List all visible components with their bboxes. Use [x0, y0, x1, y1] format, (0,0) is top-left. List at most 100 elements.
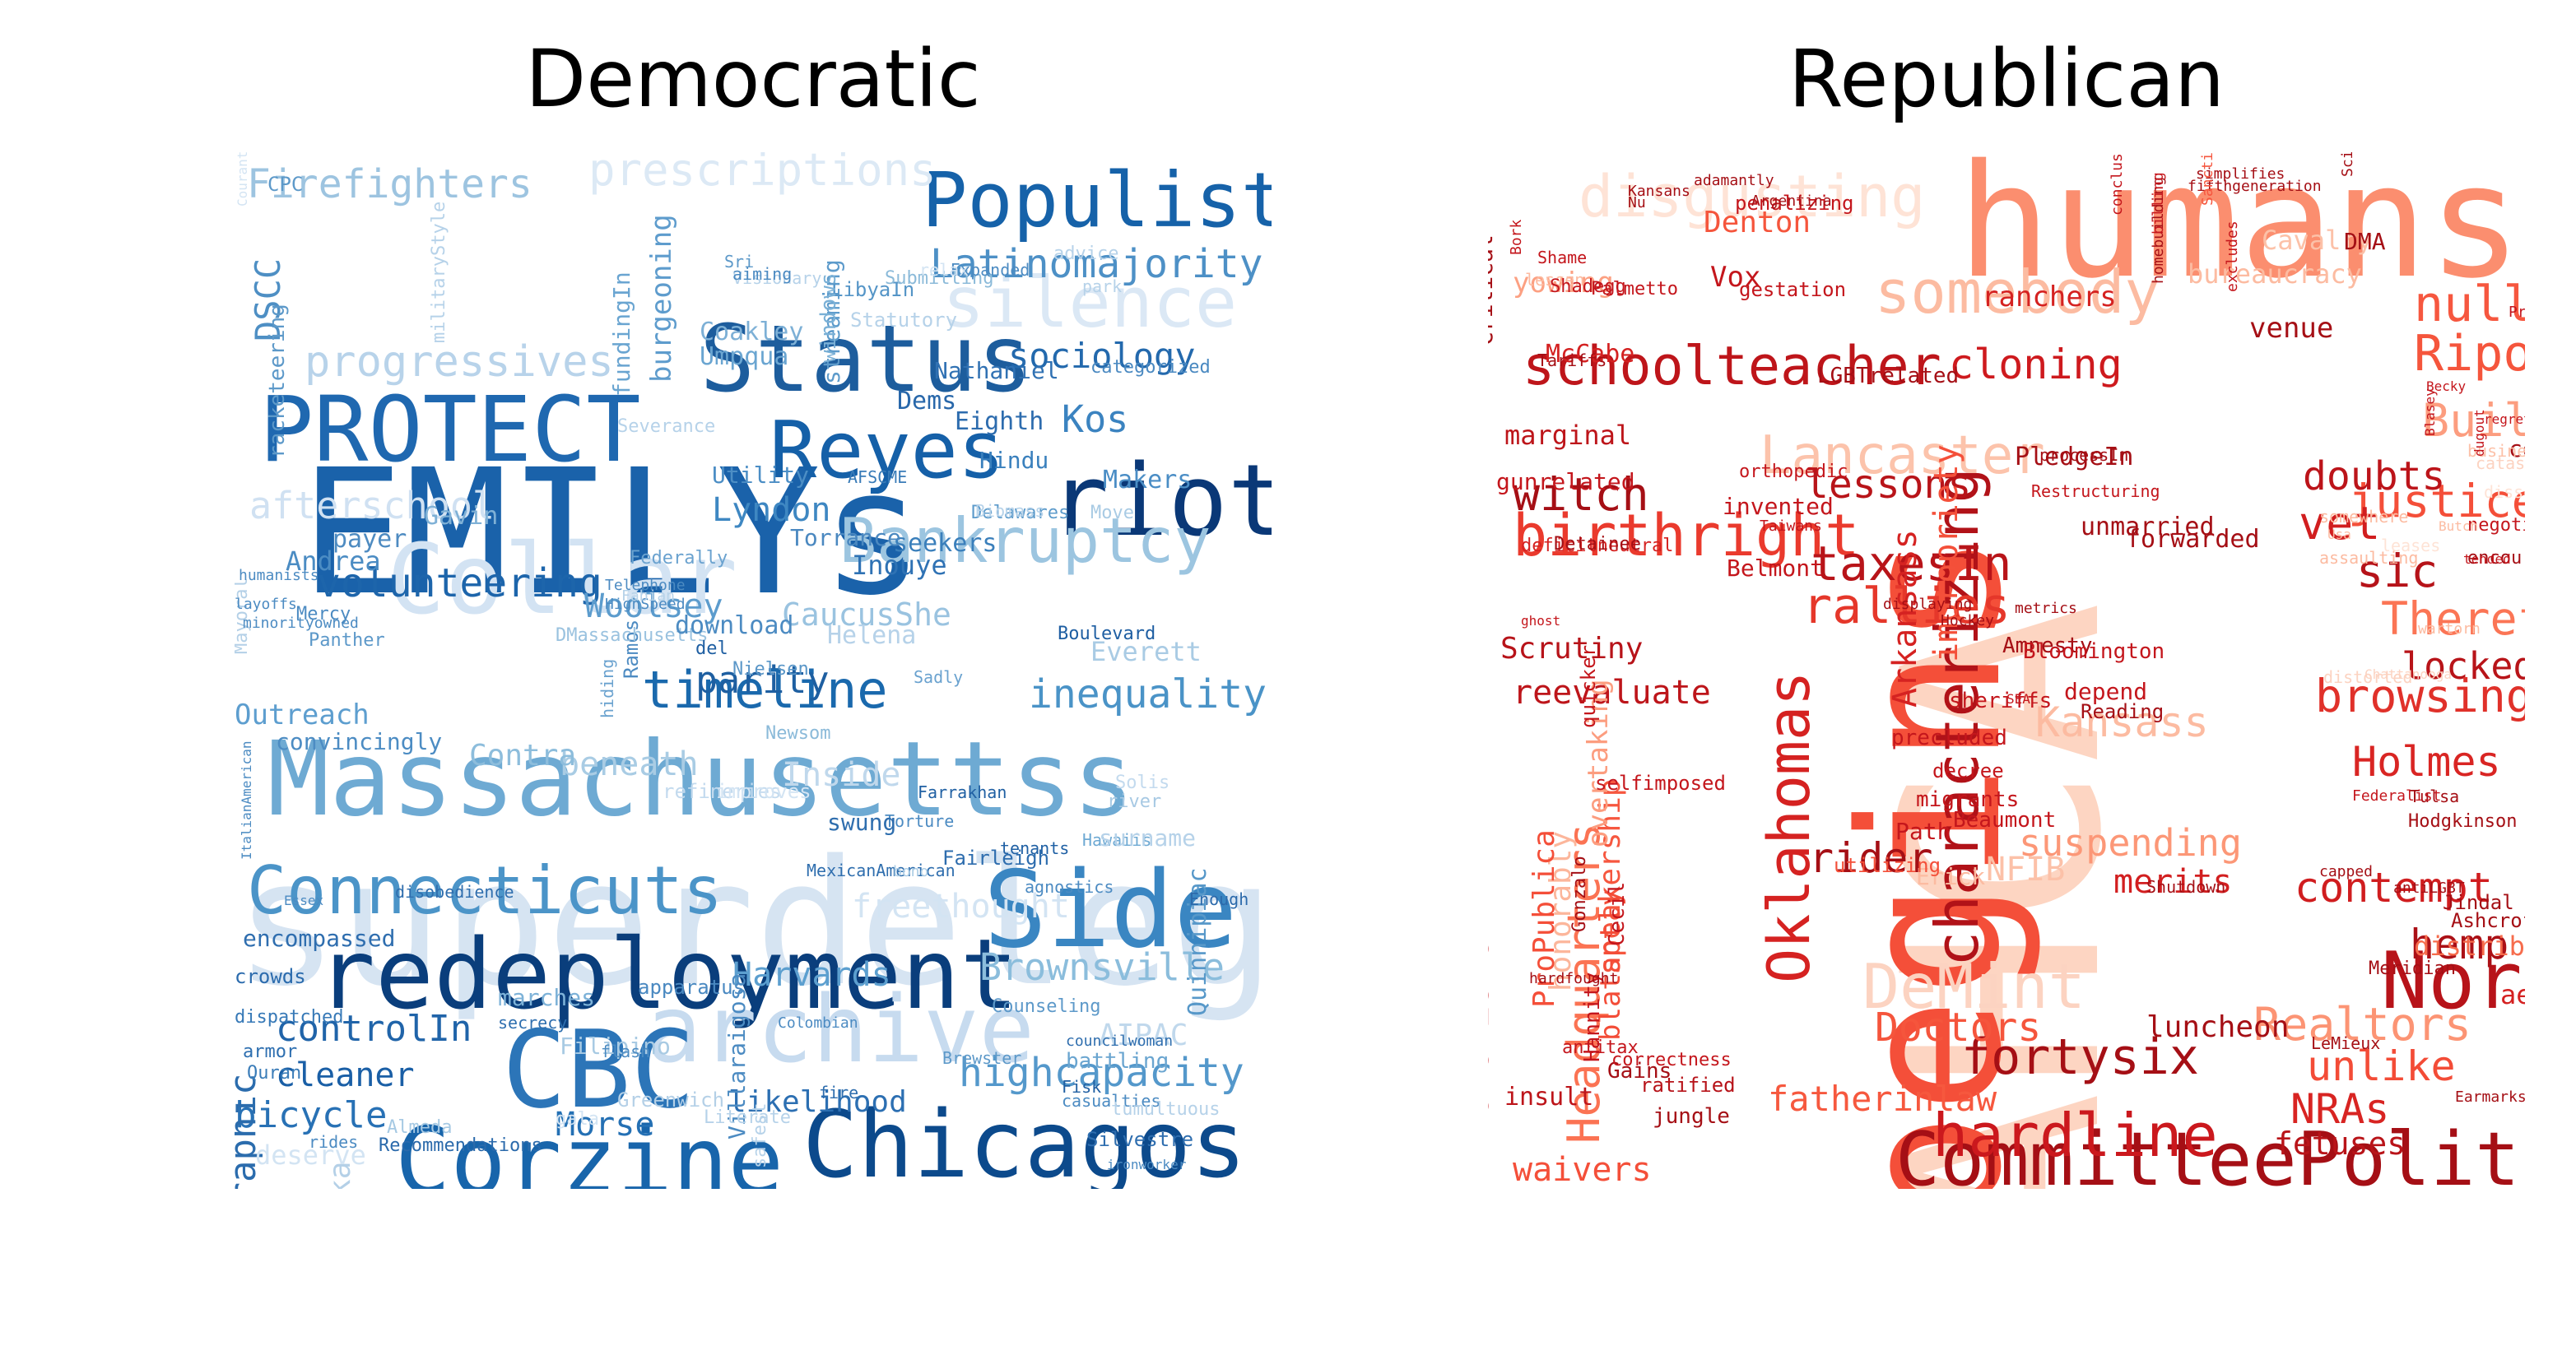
- word-rep-78: forwarded: [2126, 525, 2260, 554]
- word-dem-49: Gavin: [424, 502, 498, 531]
- word-rep-89: utilizing: [1834, 854, 1941, 877]
- word-rep-88: migrants: [1916, 787, 2019, 812]
- word-rep-139: displaying: [1883, 596, 1972, 613]
- word-dem-108: DMassachusetts: [556, 625, 708, 646]
- word-rep-128: sheriffs: [1949, 689, 2052, 713]
- word-rep-134: processIn: [2039, 445, 2128, 465]
- word-rep-99: Shame: [1537, 248, 1587, 267]
- word-rep-97: Detainee: [1554, 534, 1641, 555]
- word-dem-17: silence: [942, 262, 1237, 344]
- word-rep-104: Bork: [1508, 219, 1525, 255]
- word-rep-4: Norquist: [2381, 936, 2525, 1027]
- word-rep-84: Path: [1895, 818, 1951, 845]
- word-dem-88: Fisk: [1062, 1077, 1101, 1097]
- word-dem-67: streaming: [818, 259, 845, 384]
- word-rep-132: orthopedic: [1739, 462, 1848, 482]
- word-dem-131: advice: [1053, 244, 1118, 264]
- word-rep-29: browsing: [2315, 670, 2525, 722]
- word-dem-105: river: [1107, 791, 1161, 812]
- word-dem-126: CPC: [267, 173, 303, 196]
- word-rep-118: leases: [2381, 536, 2440, 555]
- word-rep-145: Argentina: [1751, 193, 1832, 210]
- word-dem-57: Nathaniel: [934, 357, 1059, 384]
- word-dem-22: Latinomajority: [930, 241, 1263, 287]
- word-dem-121: councilwoman: [1066, 1033, 1173, 1050]
- word-rep-69: bureaucracy: [2188, 258, 2362, 290]
- word-dem-41: beneath: [560, 745, 699, 783]
- word-rep-150: billing: [2150, 172, 2167, 234]
- panel-title-republican: Republican: [1788, 33, 2225, 125]
- word-dem-122: Brewster: [942, 1048, 1021, 1068]
- word-dem-70: crowds: [235, 965, 306, 988]
- word-rep-1: begins: [1820, 531, 2044, 1189]
- word-dem-71: dispatched: [235, 1007, 343, 1028]
- word-rep-143: Nu: [1628, 194, 1646, 211]
- word-dem-33: controlIn: [276, 1008, 472, 1050]
- word-rep-146: simplifies: [2196, 165, 2285, 183]
- word-dem-26: Brownsville: [979, 945, 1225, 989]
- word-dem-80: Filipino: [560, 1033, 671, 1060]
- word-dem-60: Everett: [1090, 636, 1202, 667]
- word-dem-1: EMILYs: [300, 432, 925, 634]
- word-dem-36: Morse: [556, 1106, 654, 1144]
- word-rep-56: speakership: [1593, 779, 1627, 975]
- word-dem-150: bono: [893, 863, 928, 880]
- word-dem-54: Utility: [712, 462, 809, 489]
- word-rep-96: deficitneutral: [1521, 536, 1673, 556]
- word-dem-10: Collar: [387, 522, 737, 636]
- word-dem-12: Reyes: [770, 406, 1005, 496]
- word-dem-63: Coakley: [700, 318, 803, 346]
- word-rep-127: precluded: [1891, 726, 2007, 750]
- word-dem-125: tumultuous: [1111, 1099, 1220, 1120]
- word-dem-146: Biomass: [975, 501, 1044, 521]
- word-rep-82: depend: [2064, 678, 2147, 705]
- word-dem-156: safest: [750, 1103, 770, 1168]
- word-dem-99: MexicanAmerican: [807, 861, 956, 880]
- word-dem-55: Dems: [897, 387, 956, 415]
- word-rep-114: negotiator: [2467, 515, 2525, 536]
- word-dem-143: Torture: [885, 811, 954, 831]
- word-dem-62: Helena: [827, 621, 916, 650]
- word-dem-13: PROTECT: [259, 377, 641, 482]
- word-dem-23: highcapacity: [959, 1050, 1244, 1096]
- word-dem-19: prescriptions: [588, 152, 937, 196]
- word-dem-134: militaryStyle: [429, 202, 449, 343]
- word-dem-66: fundingIn: [608, 272, 635, 397]
- word-rep-34: unlike: [2307, 1042, 2456, 1090]
- democratic-word-cloud-canvas: superdelegate EMILYs Massachusettss Chicago…: [235, 152, 1272, 1189]
- word-dem-3: Chicagos: [802, 1092, 1246, 1189]
- word-dem-9: riot: [1049, 444, 1272, 559]
- word-rep-142: Kansans: [1628, 183, 1690, 200]
- word-dem-117: racketeering: [265, 304, 290, 458]
- word-dem-144: hiding: [598, 659, 617, 718]
- word-rep-85: Erick: [1916, 863, 1985, 890]
- word-dem-28: sociology: [1008, 336, 1196, 376]
- word-dem-43: Contra: [469, 739, 576, 773]
- word-dem-85: tenants: [1000, 838, 1069, 858]
- word-dem-160: rides: [309, 1132, 358, 1152]
- word-rep-57: overtaking: [1582, 679, 1615, 847]
- word-rep-125: invented: [1723, 493, 1834, 520]
- word-rep-5: characterizing: [1923, 467, 1992, 967]
- word-dem-123: casualties: [1062, 1091, 1160, 1111]
- word-dem-32: Outreach: [235, 699, 370, 731]
- word-rep-6: somebody: [1875, 258, 2160, 327]
- word-dem-16: Bankruptcy: [839, 504, 1211, 577]
- word-rep-159: Butch: [2439, 518, 2478, 534]
- word-dem-151: Telephone: [605, 577, 686, 594]
- word-dem-25: volunteering: [317, 560, 602, 606]
- word-dem-52: seekers: [893, 529, 997, 558]
- word-dem-40: CaucusShe: [782, 596, 951, 633]
- word-dem-109: del: [695, 638, 728, 659]
- word-dem-158: gala: [556, 1109, 599, 1130]
- word-rep-148: conclusive: [2109, 152, 2126, 216]
- word-rep-24: vet: [2299, 497, 2380, 550]
- word-rep-151: Sanctity: [2199, 152, 2216, 206]
- word-dem-42: Inside: [782, 756, 901, 794]
- word-rep-81: coins: [2509, 435, 2525, 462]
- word-rep-160: tended: [2463, 551, 2511, 567]
- word-dem-20: progressives: [305, 337, 614, 387]
- word-rep-37: distributors: [2414, 931, 2525, 962]
